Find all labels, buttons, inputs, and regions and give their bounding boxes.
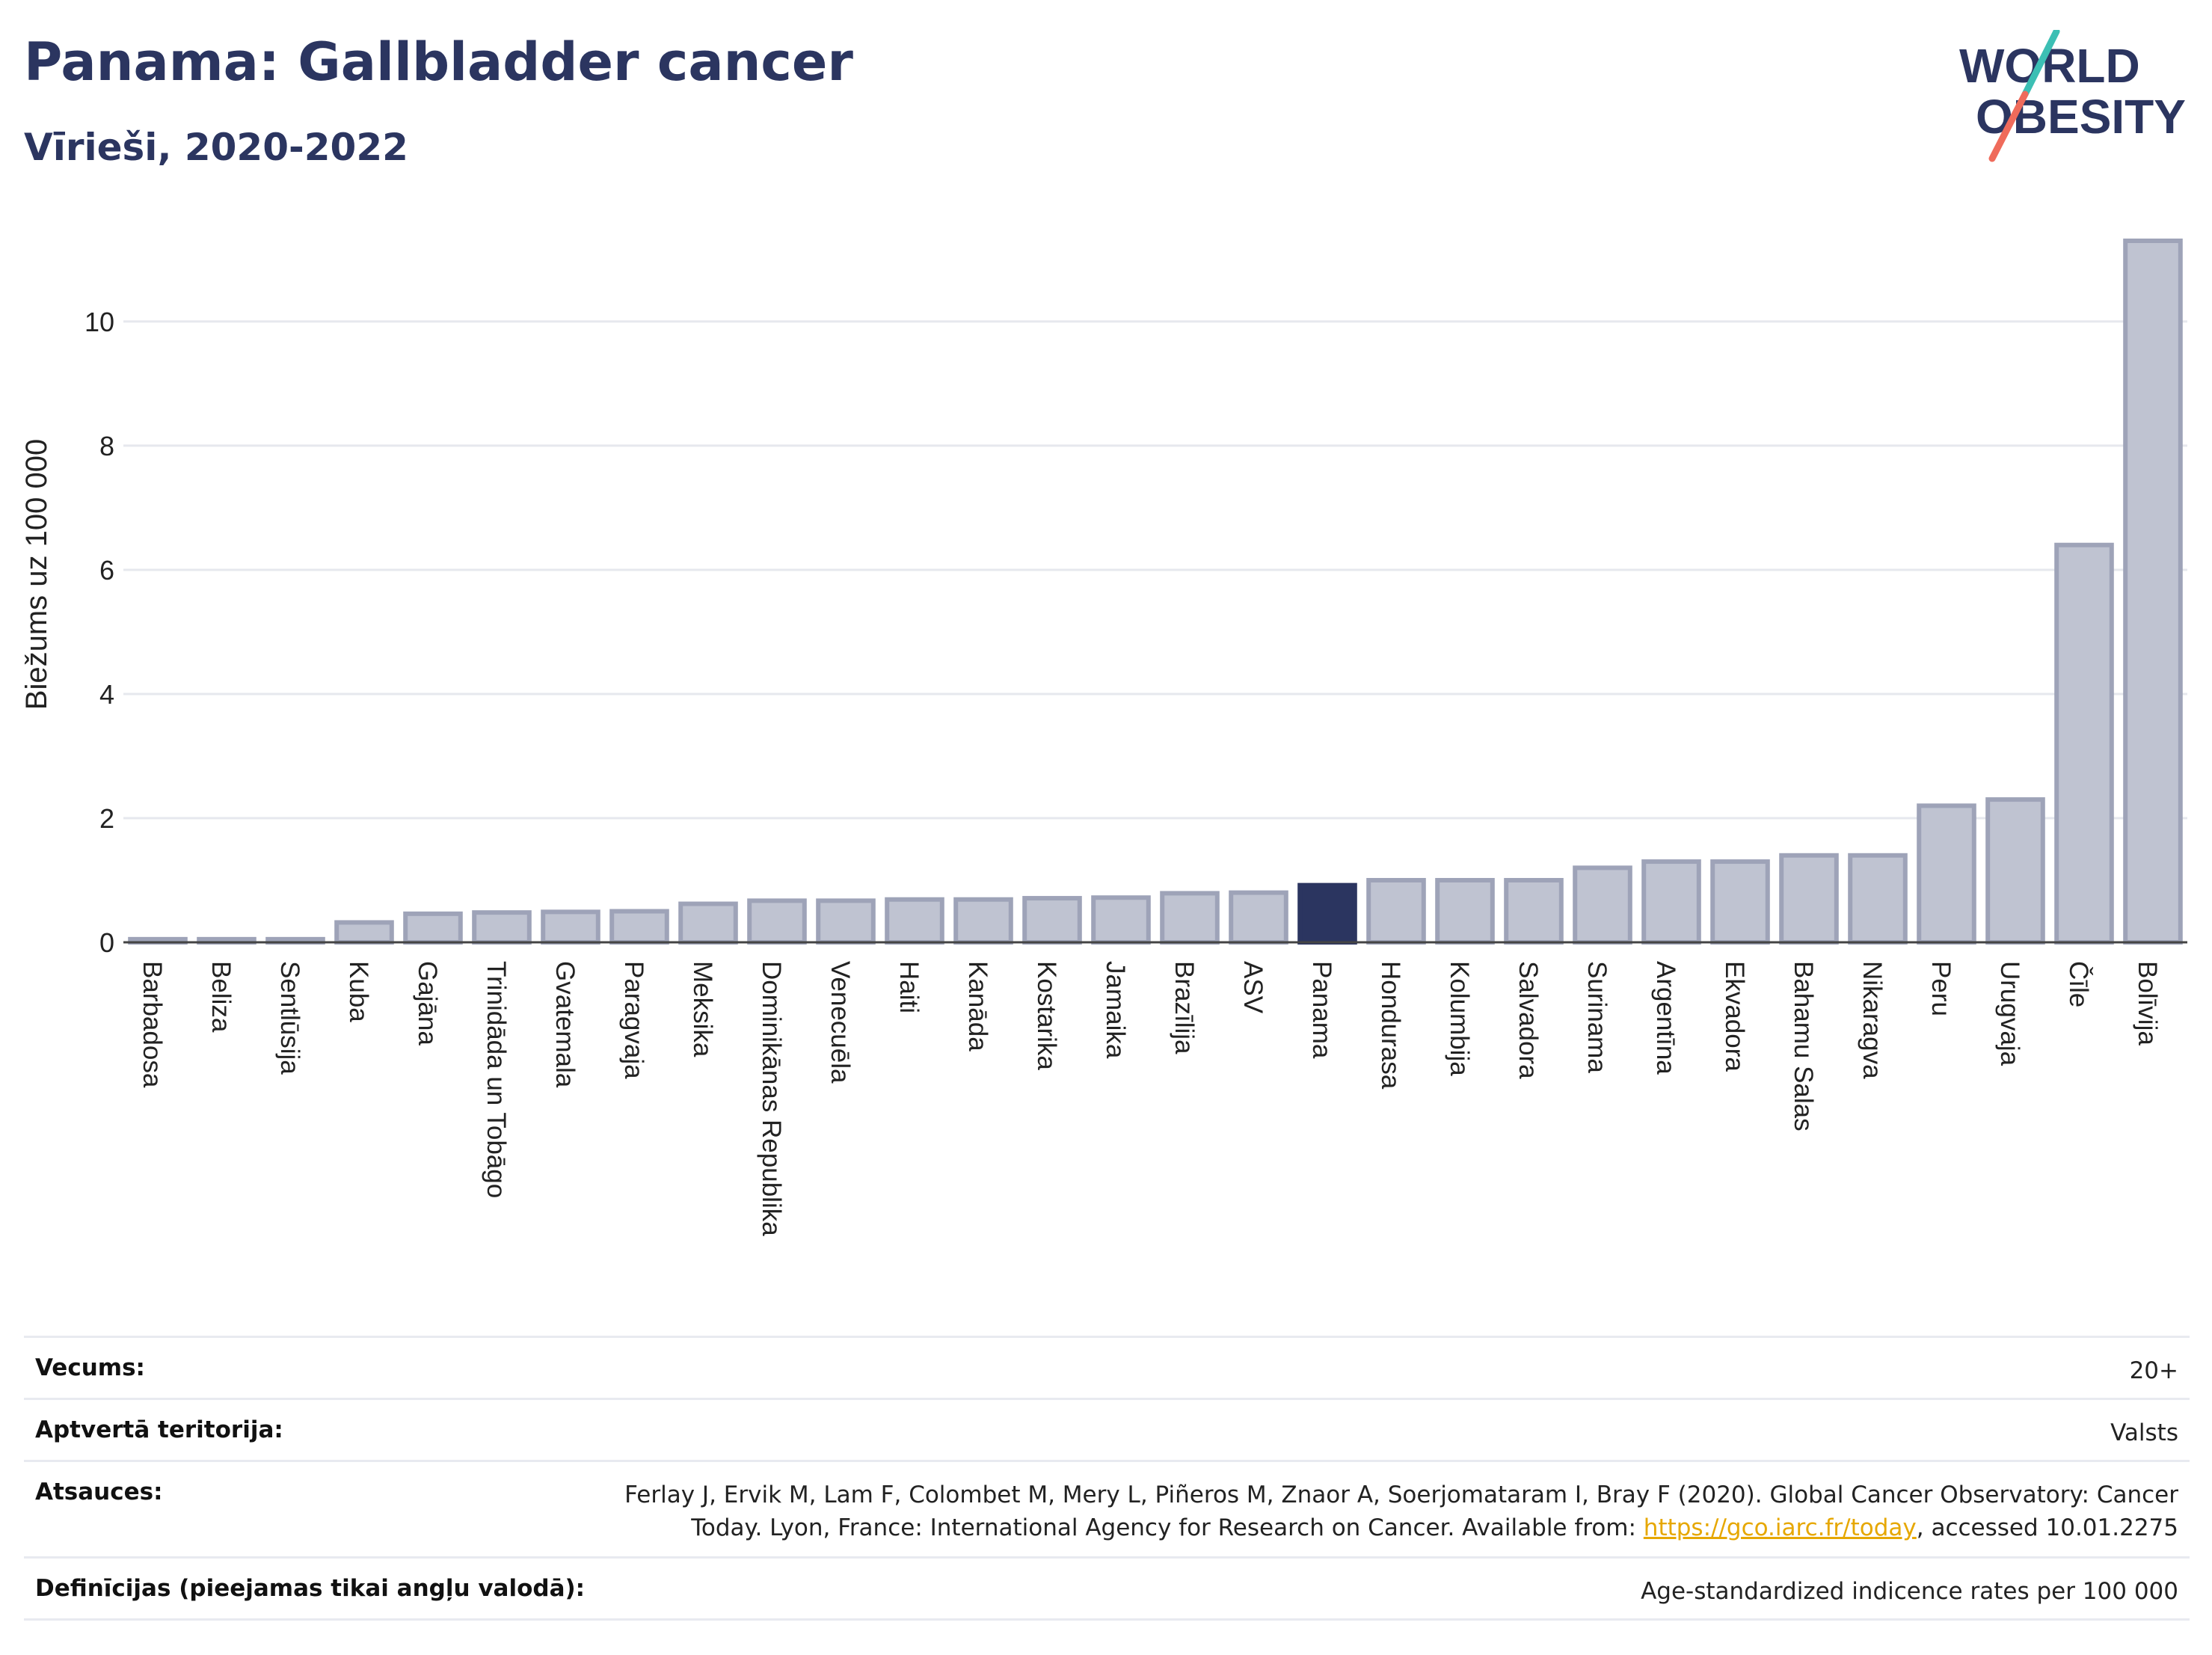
- x-tick-label: Nikaragva: [1858, 961, 1887, 1079]
- x-tick-label: Trinidāda un Tobāgo: [482, 961, 511, 1198]
- meta-label-age: Vecums:: [35, 1354, 145, 1381]
- world-obesity-logo: WORLD OBESITY: [1959, 30, 2186, 162]
- bar-haiti: [885, 897, 944, 945]
- bar-meksika: [678, 901, 738, 945]
- references-line-2: Today. Lyon, France: International Agenc…: [691, 1514, 2178, 1541]
- bar-nikaragva: [1848, 853, 1908, 945]
- x-tick-label: Kuba: [344, 961, 373, 1022]
- bar-hondurasa: [1366, 877, 1426, 945]
- x-tick-label: Brazīlija: [1170, 961, 1199, 1054]
- chart-bars: [128, 239, 2183, 945]
- bar-jamaika: [1091, 895, 1151, 945]
- x-tick-label: Urugvaja: [1995, 961, 2024, 1066]
- y-tick-label: 0: [99, 927, 114, 958]
- bar-gvatemala: [541, 909, 600, 945]
- meta-row-age: Vecums: 20+: [24, 1336, 2190, 1398]
- x-tick-label: Haiti: [894, 961, 924, 1013]
- meta-label-references: Atsauces:: [35, 1479, 163, 1505]
- page-subtitle: Vīrieši, 2020-2022: [24, 126, 408, 169]
- x-tick-label: Sentlūsija: [275, 961, 304, 1075]
- bar-urugvaja: [1985, 797, 2045, 945]
- meta-label-definitions: Definīcijas (pieejamas tikai angļu valod…: [35, 1575, 586, 1602]
- x-tick-label: Kanāda: [963, 961, 992, 1051]
- logo-slash-teal: [2021, 30, 2060, 98]
- x-tick-label: ASV: [1238, 961, 1268, 1014]
- x-tick-label: Surinama: [1582, 961, 1612, 1073]
- meta-value-age: 20+: [2129, 1357, 2178, 1384]
- bar-čīle: [2054, 542, 2114, 945]
- meta-row-definitions: Definīcijas (pieejamas tikai angļu valod…: [24, 1556, 2190, 1621]
- x-tick-label: Bolīvija: [2133, 961, 2162, 1045]
- x-tick-label: Kolumbija: [1445, 961, 1474, 1076]
- bar-peru: [1917, 803, 1976, 945]
- y-axis-ticks: 0 2 4 6 8 10: [85, 307, 114, 958]
- x-tick-label: Gajāna: [413, 961, 442, 1045]
- references-link[interactable]: https://gco.iarc.fr/today: [1643, 1514, 1917, 1541]
- x-tick-label: Beliza: [206, 961, 236, 1033]
- x-tick-label: Peru: [1926, 961, 1956, 1016]
- bar-chart: 0 2 4 6 8 10 Barbadosa Beliza Sentlūsija Kuba Gaj…: [20, 239, 2187, 1236]
- x-tick-label: Paragvaja: [619, 961, 648, 1079]
- bar-venecuēla: [816, 898, 876, 945]
- x-tick-label: Panama: [1307, 961, 1336, 1059]
- y-tick-label: 6: [99, 555, 114, 586]
- meta-value-references: Ferlay J, Ervik M, Lam F, Colombet M, Me…: [624, 1479, 2178, 1544]
- metadata-table: Vecums: 20+ Aptvertā teritorija: Valsts …: [24, 1336, 2190, 1621]
- x-tick-label: Barbadosa: [138, 961, 167, 1088]
- y-tick-label: 10: [85, 307, 114, 337]
- x-tick-label: Jamaika: [1101, 961, 1130, 1059]
- bar-panama: [1297, 882, 1357, 945]
- meta-row-territory: Aptvertā teritorija: Valsts: [24, 1398, 2190, 1460]
- bar-ekvadora: [1710, 859, 1770, 945]
- bar-kolumbija: [1435, 877, 1495, 945]
- meta-value-definitions: Age-standardized indicence rates per 100…: [1641, 1578, 2178, 1605]
- x-axis-ticks: Barbadosa Beliza Sentlūsija Kuba Gajāna Trini…: [138, 961, 2162, 1236]
- x-tick-label: Kostarika: [1032, 961, 1061, 1070]
- x-tick-label: Ekvadora: [1720, 961, 1749, 1072]
- meta-label-territory: Aptvertā teritorija:: [35, 1416, 283, 1443]
- meta-row-references: Atsauces: Ferlay J, Ervik M, Lam F, Colo…: [24, 1460, 2190, 1556]
- x-tick-label: Čīle: [2064, 961, 2093, 1007]
- bar-surinama: [1573, 865, 1632, 945]
- bar-asv: [1229, 890, 1288, 945]
- bar-brazīlija: [1160, 891, 1220, 945]
- y-tick-label: 8: [99, 431, 114, 461]
- bar-paragvaja: [609, 909, 669, 945]
- bar-salvadora: [1504, 877, 1564, 945]
- bar-bahamu-salas: [1779, 853, 1839, 945]
- y-tick-label: 4: [99, 679, 114, 710]
- bar-dominikānas-republika: [747, 898, 807, 945]
- bar-kuba: [334, 920, 394, 945]
- x-tick-label: Salvadora: [1514, 961, 1543, 1079]
- bar-trinidāda-un-tobāgo: [472, 910, 532, 945]
- bar-kanāda: [953, 897, 1013, 945]
- y-axis-label: Biežums uz 100 000: [20, 439, 53, 710]
- page-title: Panama: Gallbladder cancer: [24, 31, 853, 93]
- y-tick-label: 2: [99, 803, 114, 834]
- bar-argentīna: [1641, 859, 1701, 945]
- x-tick-label: Venecuēla: [826, 961, 855, 1084]
- x-tick-label: Dominikānas Republika: [757, 961, 786, 1236]
- bar-bolīvija: [2123, 239, 2183, 945]
- x-tick-label: Gvatemala: [550, 961, 580, 1088]
- chart-gridlines: [123, 320, 2187, 820]
- x-tick-label: Hondurasa: [1376, 961, 1405, 1090]
- bar-gajāna: [403, 911, 463, 945]
- bar-kostarika: [1022, 896, 1082, 945]
- references-line-1: Ferlay J, Ervik M, Lam F, Colombet M, Me…: [624, 1481, 2178, 1508]
- meta-value-territory: Valsts: [2110, 1419, 2178, 1446]
- x-tick-label: Argentīna: [1651, 961, 1680, 1075]
- logo-slash-coral: [1988, 90, 2029, 162]
- x-tick-label: Meksika: [688, 961, 717, 1057]
- x-tick-label: Bahamu Salas: [1789, 961, 1818, 1132]
